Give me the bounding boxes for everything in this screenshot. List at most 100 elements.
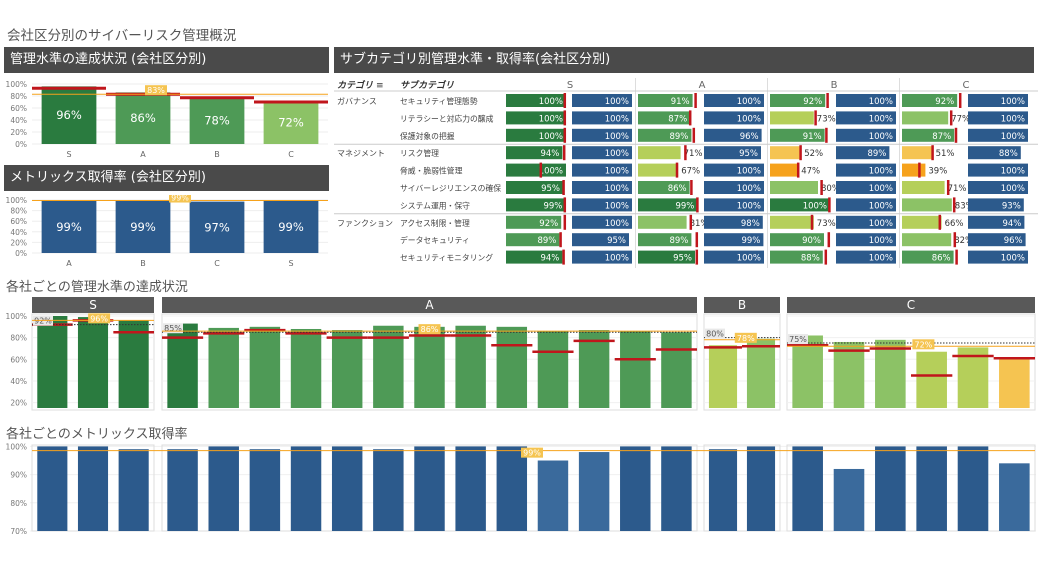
bar <box>331 446 363 531</box>
achievement-value: 71% <box>684 149 703 159</box>
metrics-bar <box>704 250 764 264</box>
achievement-bar <box>638 146 681 160</box>
achievement-value: 83% <box>955 201 974 211</box>
metrics-value: 100% <box>605 149 629 159</box>
matrix-panel-title: サブカテゴリ別管理水準・取得率(会社区分別) <box>340 52 611 67</box>
metrics-value: 100% <box>737 254 761 264</box>
y-tick-label: 20% <box>10 128 27 137</box>
subcategory-label: データセキュリティ <box>400 235 470 245</box>
y-tick-label: 80% <box>10 92 27 101</box>
achievement-value: 95% <box>541 184 560 194</box>
metrics-bar <box>968 163 1028 177</box>
average-label: 72% <box>915 340 933 349</box>
achievement-value: 89% <box>537 236 556 246</box>
bar <box>167 323 198 408</box>
bar <box>578 452 610 531</box>
reference-label-bg <box>521 447 543 458</box>
metrics-value: 100% <box>869 132 893 142</box>
category-label: マネジメント <box>337 149 385 158</box>
achievement-value: 82% <box>954 236 973 246</box>
average-label-bg <box>418 324 441 335</box>
metrics-bar <box>704 233 764 247</box>
group-header: S <box>89 298 97 312</box>
achievement-bar <box>770 198 830 212</box>
metrics-bar <box>968 128 1028 142</box>
company-metrics-title: 各社ごとのメトリックス取得率 <box>6 427 188 442</box>
achievement-value: 100% <box>803 201 827 211</box>
metrics-value: 98% <box>741 219 760 229</box>
metrics-bar <box>704 128 762 142</box>
achievement-value: 100% <box>539 132 563 142</box>
achievement-bar <box>638 111 691 125</box>
bar <box>455 325 486 408</box>
bar <box>290 446 322 531</box>
achievement-value: 90% <box>802 236 821 246</box>
bar <box>249 449 281 531</box>
average-label: 96% <box>90 314 108 323</box>
metrics-value: 100% <box>737 167 761 177</box>
metrics-bar <box>572 233 629 247</box>
achievement-bar <box>506 215 562 229</box>
bar <box>414 326 445 408</box>
metrics-value: 100% <box>1001 254 1025 264</box>
bar <box>118 449 149 531</box>
group-header-bg <box>704 297 780 313</box>
y-tick-label: 60% <box>10 217 27 226</box>
achievement-bar <box>506 250 563 264</box>
y-tick-label: 40% <box>10 116 27 125</box>
metrics-bar <box>836 215 896 229</box>
bar-value-label: 96% <box>56 108 82 122</box>
metrics-bar <box>968 250 1028 264</box>
y-tick-label: 40% <box>10 377 27 386</box>
bar <box>746 338 776 408</box>
achievement-bar <box>506 181 563 194</box>
achievement-bar <box>506 111 566 125</box>
subcategory-label: セキュリティ管理態勢 <box>400 96 478 106</box>
achievement-bar <box>638 198 698 212</box>
dotted-label-bg <box>705 328 725 339</box>
bar <box>578 330 610 408</box>
group-header-bg <box>32 297 154 313</box>
metrics-value: 100% <box>1001 97 1025 107</box>
bar <box>537 460 569 531</box>
bar <box>37 316 68 408</box>
metrics-value: 100% <box>869 254 893 264</box>
achievement-value: 87% <box>668 114 687 124</box>
achievement-panel-title: 管理水準の達成状況 (会社区分別) <box>10 52 207 67</box>
achievement-bar <box>638 181 690 194</box>
bar <box>189 97 245 144</box>
metrics-value: 100% <box>737 184 761 194</box>
category-label: ファンクション <box>337 219 393 228</box>
matrix-panel-header: サブカテゴリ別管理水準・取得率(会社区分別) <box>334 47 1034 73</box>
achievement-bar <box>770 233 824 247</box>
group-header-bg <box>162 297 697 313</box>
achievement-bar <box>770 128 825 142</box>
achievement-bar <box>902 181 945 194</box>
average-label-bg <box>734 332 757 343</box>
achievement-bar <box>902 198 952 212</box>
reference-label: 99% <box>171 195 189 203</box>
bar <box>263 100 319 144</box>
division-achievement-chart: 0% 20% 40% 60% 80% 100% 96% S 86% A 78% B 72% C 83% <box>6 80 328 159</box>
bar <box>414 446 445 531</box>
metrics-value: 100% <box>1001 184 1025 194</box>
average-label: 86% <box>421 325 439 334</box>
bar <box>620 446 651 531</box>
metrics-value: 100% <box>737 114 761 124</box>
achievement-value: 99% <box>543 201 562 211</box>
achievement-value: 73% <box>817 114 836 124</box>
bar <box>496 326 528 408</box>
achievement-value: 91% <box>671 97 690 107</box>
metrics-value: 100% <box>605 167 629 177</box>
metrics-value: 96% <box>740 132 759 142</box>
bar <box>661 446 692 531</box>
metrics-bar <box>836 198 896 212</box>
bar <box>999 463 1030 531</box>
achievement-value: 89% <box>669 236 688 246</box>
achievement-value: 94% <box>540 254 559 264</box>
metrics-value: 100% <box>869 184 893 194</box>
achievement-bar <box>770 163 799 177</box>
subcategory-label: 保護対象の把握 <box>400 131 455 141</box>
bar <box>373 325 404 408</box>
